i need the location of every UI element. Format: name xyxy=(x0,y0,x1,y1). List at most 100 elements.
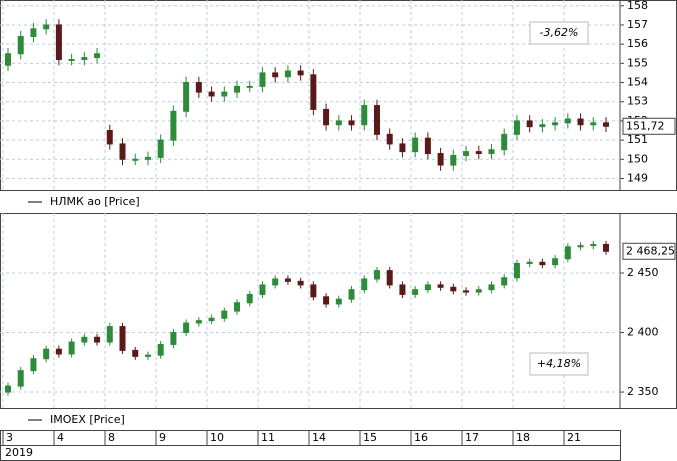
x-tick-label: 8 xyxy=(108,431,115,444)
candle-body xyxy=(195,320,202,324)
candle-body xyxy=(144,354,151,357)
annotation-box xyxy=(529,352,589,376)
candle-body xyxy=(221,91,228,97)
candle-body xyxy=(272,72,279,78)
candle-body xyxy=(539,124,546,128)
y-tick-label: 2 400 xyxy=(627,326,659,339)
candle-body xyxy=(577,118,584,126)
candle-body xyxy=(195,82,202,93)
candle-body xyxy=(501,133,508,151)
candle-body xyxy=(437,284,444,288)
y-tick-label: 156 xyxy=(627,37,648,50)
candle-body xyxy=(221,310,228,319)
candle-body xyxy=(526,261,533,264)
candle-body xyxy=(119,326,126,351)
candle-body xyxy=(475,151,482,155)
legend-label: НЛМК ао [Price] xyxy=(50,195,140,208)
y-tick-label: 151 xyxy=(627,133,648,146)
candle-body xyxy=(412,137,419,153)
candle-body xyxy=(310,284,317,298)
candle-body xyxy=(170,110,177,141)
candle-body xyxy=(157,139,164,158)
candle-body xyxy=(577,245,584,248)
candle-body xyxy=(310,74,317,110)
x-tick-label: 21 xyxy=(567,431,581,444)
annotation: -3,62% xyxy=(540,26,579,39)
candle-body xyxy=(246,85,253,88)
candle-body xyxy=(246,293,253,304)
candle-body xyxy=(284,278,291,282)
candle-body xyxy=(564,118,571,124)
candle-body xyxy=(284,70,291,78)
candle-body xyxy=(463,151,470,156)
candle-body xyxy=(348,120,355,126)
x-tick-label: 11 xyxy=(261,431,275,444)
candle-body xyxy=(603,243,609,252)
x-tick-label: 16 xyxy=(414,431,428,444)
candle-body xyxy=(132,158,139,161)
candle-body xyxy=(386,270,393,286)
last-price-box xyxy=(622,242,676,260)
candle-body xyxy=(501,277,508,286)
candle-body xyxy=(43,24,50,30)
candle-body xyxy=(590,122,597,126)
y-tick-label: 153 xyxy=(627,95,648,108)
candle-body xyxy=(590,243,597,247)
candle-body xyxy=(55,24,62,60)
candle-body xyxy=(43,348,50,360)
candle-body xyxy=(30,28,37,37)
x-tick-label: 17 xyxy=(465,431,479,444)
x-tick-label: 3 xyxy=(6,431,13,444)
candle-body xyxy=(526,120,533,128)
candle-body xyxy=(234,302,241,312)
x-tick-label: 10 xyxy=(210,431,224,444)
candle-body xyxy=(424,284,431,291)
candle-body xyxy=(55,348,62,355)
candle-body xyxy=(144,156,151,160)
candle-body xyxy=(323,296,330,305)
candle-body xyxy=(106,326,113,343)
candle-body xyxy=(603,122,609,127)
annotation: +4,18% xyxy=(537,357,581,370)
candle-body xyxy=(297,70,304,76)
candle-body xyxy=(399,284,406,295)
candle-body xyxy=(335,120,342,126)
candle-body xyxy=(106,130,113,145)
candle-body xyxy=(208,91,215,97)
candle-body xyxy=(68,58,75,61)
candle-body xyxy=(361,105,368,126)
candle-body xyxy=(348,289,355,300)
candle-body xyxy=(81,57,88,60)
year-bar xyxy=(0,445,621,461)
candle-body xyxy=(272,278,279,286)
candle-body xyxy=(208,317,215,322)
candle-body xyxy=(259,72,266,87)
y-tick-label: 157 xyxy=(627,18,648,31)
candle-body xyxy=(297,280,304,286)
candle-body xyxy=(450,286,457,292)
y-tick-label: 155 xyxy=(627,56,648,69)
last-price-label: 2 468,25 xyxy=(626,244,675,257)
annotation-box xyxy=(529,21,589,45)
candle-body xyxy=(361,278,368,291)
candle-body xyxy=(488,149,495,155)
candle-body xyxy=(17,35,24,55)
candle-body xyxy=(475,289,482,293)
candle-body xyxy=(539,261,546,266)
candle-body xyxy=(5,53,11,66)
candle-body xyxy=(17,370,24,387)
candle-body xyxy=(259,284,266,295)
candle-body xyxy=(94,53,101,59)
candle-body xyxy=(513,262,520,279)
candle-body xyxy=(157,343,164,356)
candle-body xyxy=(552,122,559,126)
candle-body xyxy=(68,341,75,355)
x-tick-label: 18 xyxy=(516,431,530,444)
last-price-label: 151,72 xyxy=(626,119,665,132)
year-label: 2019 xyxy=(5,446,33,459)
x-tick-label: 14 xyxy=(312,431,326,444)
candle-body xyxy=(94,336,101,343)
candle-body xyxy=(132,349,139,357)
